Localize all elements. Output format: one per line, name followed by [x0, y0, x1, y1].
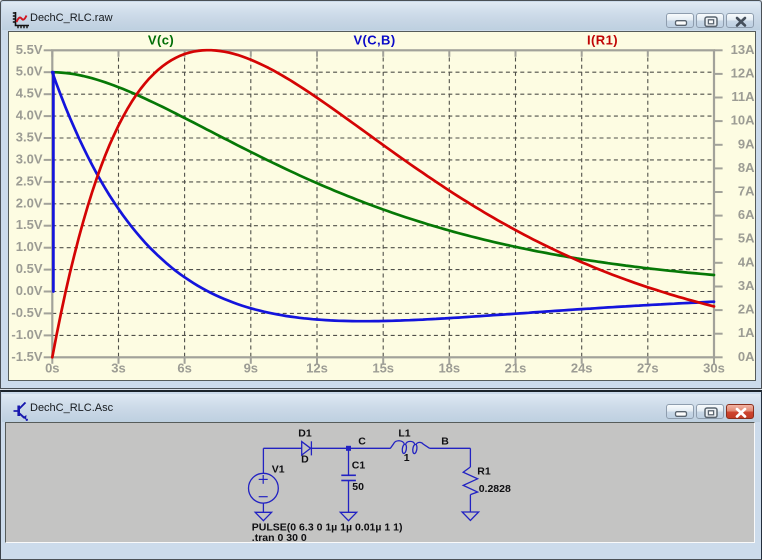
svg-text:R1: R1 — [477, 465, 491, 477]
svg-text:6s: 6s — [177, 360, 191, 375]
svg-text:2.0V: 2.0V — [15, 195, 42, 210]
svg-text:3A: 3A — [737, 278, 754, 293]
svg-text:0s: 0s — [45, 360, 59, 375]
svg-text:4A: 4A — [737, 254, 754, 269]
svg-text:15s: 15s — [372, 360, 394, 375]
svg-text:L1: L1 — [398, 427, 410, 439]
svg-text:C: C — [358, 435, 366, 447]
svg-text:D: D — [301, 453, 309, 465]
svg-text:5A: 5A — [737, 230, 754, 245]
svg-text:30s: 30s — [703, 360, 725, 375]
svg-text:V(C,B): V(C,B) — [353, 32, 395, 47]
svg-text:5.5V: 5.5V — [15, 41, 42, 56]
svg-text:10A: 10A — [730, 112, 754, 127]
svg-text:2A: 2A — [737, 301, 754, 316]
svg-text:3s: 3s — [111, 360, 125, 375]
svg-text:3.5V: 3.5V — [15, 129, 42, 144]
svg-text:C1: C1 — [351, 459, 365, 471]
svg-text:6A: 6A — [737, 207, 754, 222]
svg-text:7A: 7A — [737, 183, 754, 198]
svg-text:4.0V: 4.0V — [15, 107, 42, 122]
svg-text:24s: 24s — [570, 360, 592, 375]
svg-text:4.5V: 4.5V — [15, 85, 42, 100]
svg-text:9A: 9A — [737, 136, 754, 151]
svg-text:5.0V: 5.0V — [15, 63, 42, 78]
svg-text:I(R1): I(R1) — [587, 32, 618, 47]
svg-text:1A: 1A — [737, 325, 754, 340]
svg-text:27s: 27s — [636, 360, 658, 375]
svg-text:0.0V: 0.0V — [15, 283, 42, 298]
svg-text:PULSE(0 6.3 0 1µ 1µ 0.01µ 1 1): PULSE(0 6.3 0 1µ 1µ 0.01µ 1 1) — [251, 521, 402, 533]
svg-text:12A: 12A — [730, 65, 754, 80]
svg-text:0.2828: 0.2828 — [478, 482, 510, 494]
svg-text:3.0V: 3.0V — [15, 151, 42, 166]
svg-text:V(c): V(c) — [147, 32, 173, 47]
svg-text:21s: 21s — [504, 360, 526, 375]
svg-text:18s: 18s — [438, 360, 460, 375]
svg-text:B: B — [441, 435, 449, 447]
svg-text:13A: 13A — [730, 41, 754, 56]
svg-text:1.5V: 1.5V — [15, 217, 42, 232]
svg-text:.tran 0 30 0: .tran 0 30 0 — [251, 532, 306, 544]
svg-text:1.0V: 1.0V — [15, 239, 42, 254]
svg-text:-1.5V: -1.5V — [11, 348, 42, 363]
svg-text:0A: 0A — [737, 348, 754, 363]
svg-text:-1.0V: -1.0V — [11, 326, 42, 341]
svg-text:1: 1 — [403, 451, 409, 463]
svg-text:V1: V1 — [271, 463, 284, 475]
svg-text:9s: 9s — [243, 360, 257, 375]
svg-text:50: 50 — [352, 480, 364, 492]
svg-text:2.5V: 2.5V — [15, 173, 42, 188]
svg-text:D1: D1 — [298, 427, 312, 439]
svg-text:12s: 12s — [306, 360, 328, 375]
svg-text:-0.5V: -0.5V — [11, 304, 42, 319]
svg-text:8A: 8A — [737, 159, 754, 174]
svg-text:0.5V: 0.5V — [15, 261, 42, 276]
svg-text:11A: 11A — [731, 89, 755, 104]
